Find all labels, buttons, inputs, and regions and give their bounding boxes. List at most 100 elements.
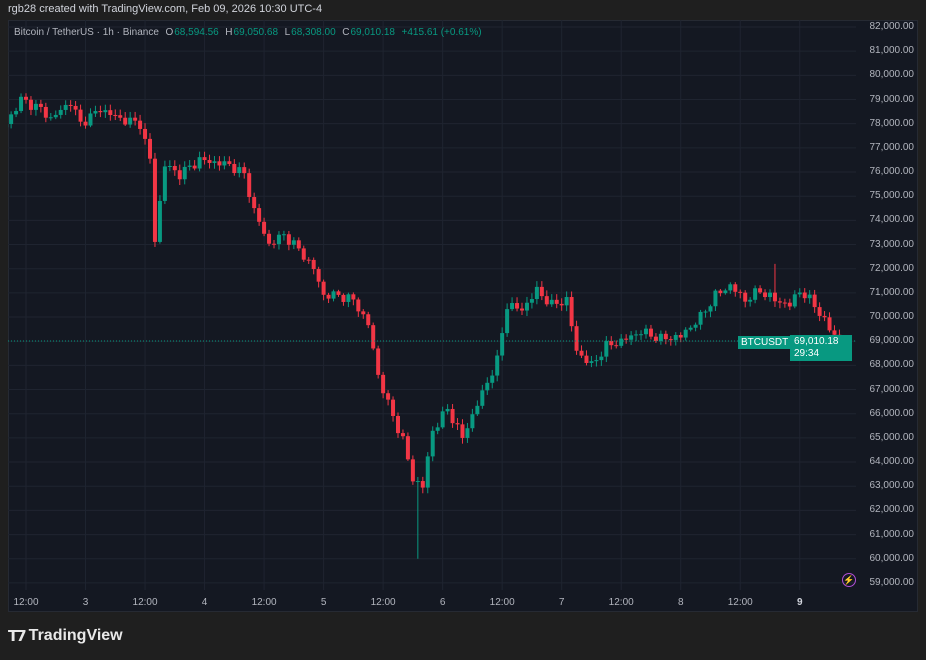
candle-body (574, 326, 579, 351)
time-tick-label: 3 (82, 597, 89, 608)
candle-body (291, 240, 296, 245)
candle-body (257, 208, 262, 222)
price-tick-label: 76,000.00 (869, 166, 915, 178)
candle-body (38, 103, 43, 107)
candle-body (371, 325, 376, 349)
candle-body (693, 324, 698, 328)
candle-body (534, 286, 539, 300)
candle-body (807, 294, 812, 299)
time-tick-label: 7 (558, 597, 565, 608)
candle-body (113, 115, 118, 117)
candle-body (440, 411, 445, 428)
candle-body (88, 113, 93, 126)
candle-body (772, 292, 777, 302)
candle-body (296, 240, 301, 249)
candle-body (529, 299, 534, 303)
candle-body (202, 157, 207, 161)
candle-body (584, 355, 589, 363)
candle-body (321, 281, 326, 295)
lightning-icon[interactable]: ⚡ (842, 573, 856, 587)
time-tick-label: 12:00 (13, 597, 39, 608)
candle-body (197, 157, 202, 169)
time-tick-label: 12:00 (489, 597, 515, 608)
candle-body (668, 339, 673, 341)
time-tick-label: 6 (439, 597, 446, 608)
candle-body (688, 327, 693, 330)
candle-body (435, 427, 440, 431)
time-tick-label: 4 (201, 597, 208, 608)
chart-credit: rgb28 created with TradingView.com, Feb … (8, 3, 323, 15)
candle-body (663, 333, 668, 340)
candle-body (475, 405, 480, 415)
symbol-title[interactable]: Bitcoin / TetherUS · 1h · Binance (14, 27, 159, 38)
candle-body (445, 408, 450, 412)
candle-body (148, 138, 152, 159)
candle-body (118, 115, 123, 118)
candle-body (797, 292, 802, 295)
open-value: 68,594.56 (174, 27, 219, 38)
candle-body (311, 259, 316, 270)
candle-body (768, 292, 772, 298)
candle-body (28, 99, 33, 110)
price-tick-label: 73,000.00 (869, 238, 915, 250)
candle-body (614, 345, 619, 347)
candle-body (713, 290, 718, 307)
candle-body (400, 433, 405, 437)
candle-body (361, 311, 366, 315)
candle-body (812, 294, 817, 308)
candle-body (653, 336, 658, 341)
time-tick-label: 12:00 (608, 597, 634, 608)
time-tick-label: 12:00 (727, 597, 753, 608)
candle-body (167, 166, 172, 168)
candle-body (24, 96, 28, 100)
candle-body (63, 104, 68, 110)
candle-body (410, 459, 415, 482)
candle-body (728, 284, 733, 291)
candle-body (430, 430, 435, 457)
candle-body (306, 259, 311, 261)
candle-body (68, 104, 73, 106)
price-tick-label: 80,000.00 (869, 69, 915, 81)
candle-body (177, 170, 182, 180)
candle-body (212, 161, 217, 163)
price-tick-label: 70,000.00 (869, 311, 915, 323)
candle-body (817, 307, 822, 316)
candle-body (673, 334, 678, 340)
candle-body (222, 161, 227, 166)
candle-body (351, 294, 356, 300)
candle-body (708, 306, 713, 312)
price-tick-label: 71,000.00 (869, 286, 915, 298)
candle-body (510, 303, 515, 310)
candle-body (336, 291, 341, 295)
price-tick-label: 62,000.00 (869, 504, 915, 516)
price-tick-label: 65,000.00 (869, 431, 915, 443)
candle-body (356, 299, 361, 312)
price-tick-label: 77,000.00 (869, 141, 915, 153)
candle-body (162, 166, 167, 201)
candle-body (520, 308, 524, 311)
candle-body (549, 299, 554, 305)
chart-panel[interactable] (8, 20, 918, 612)
candle-body (232, 163, 237, 174)
time-tick-label: 5 (320, 597, 327, 608)
time-tick-label: 12:00 (251, 597, 277, 608)
candle-body (599, 356, 604, 361)
price-tick-label: 60,000.00 (869, 552, 915, 564)
candle-body (73, 105, 78, 110)
tradingview-logo: 𝗧𝟳 TradingView (8, 627, 123, 645)
candle-body (763, 292, 768, 298)
candle-body (639, 334, 644, 336)
candle-body (376, 348, 381, 375)
candle-body (316, 269, 321, 282)
bar-countdown: 29:34 (794, 348, 820, 359)
candle-body (505, 309, 510, 334)
candle-body (604, 340, 609, 357)
candle-body (450, 408, 455, 424)
candle-body (718, 290, 723, 294)
time-tick-label: 8 (677, 597, 684, 608)
candlestick-chart[interactable] (8, 20, 918, 612)
price-tick-label: 66,000.00 (869, 407, 915, 419)
candle-body (420, 481, 425, 488)
price-tick-label: 78,000.00 (869, 117, 915, 129)
candle-body (331, 291, 336, 299)
